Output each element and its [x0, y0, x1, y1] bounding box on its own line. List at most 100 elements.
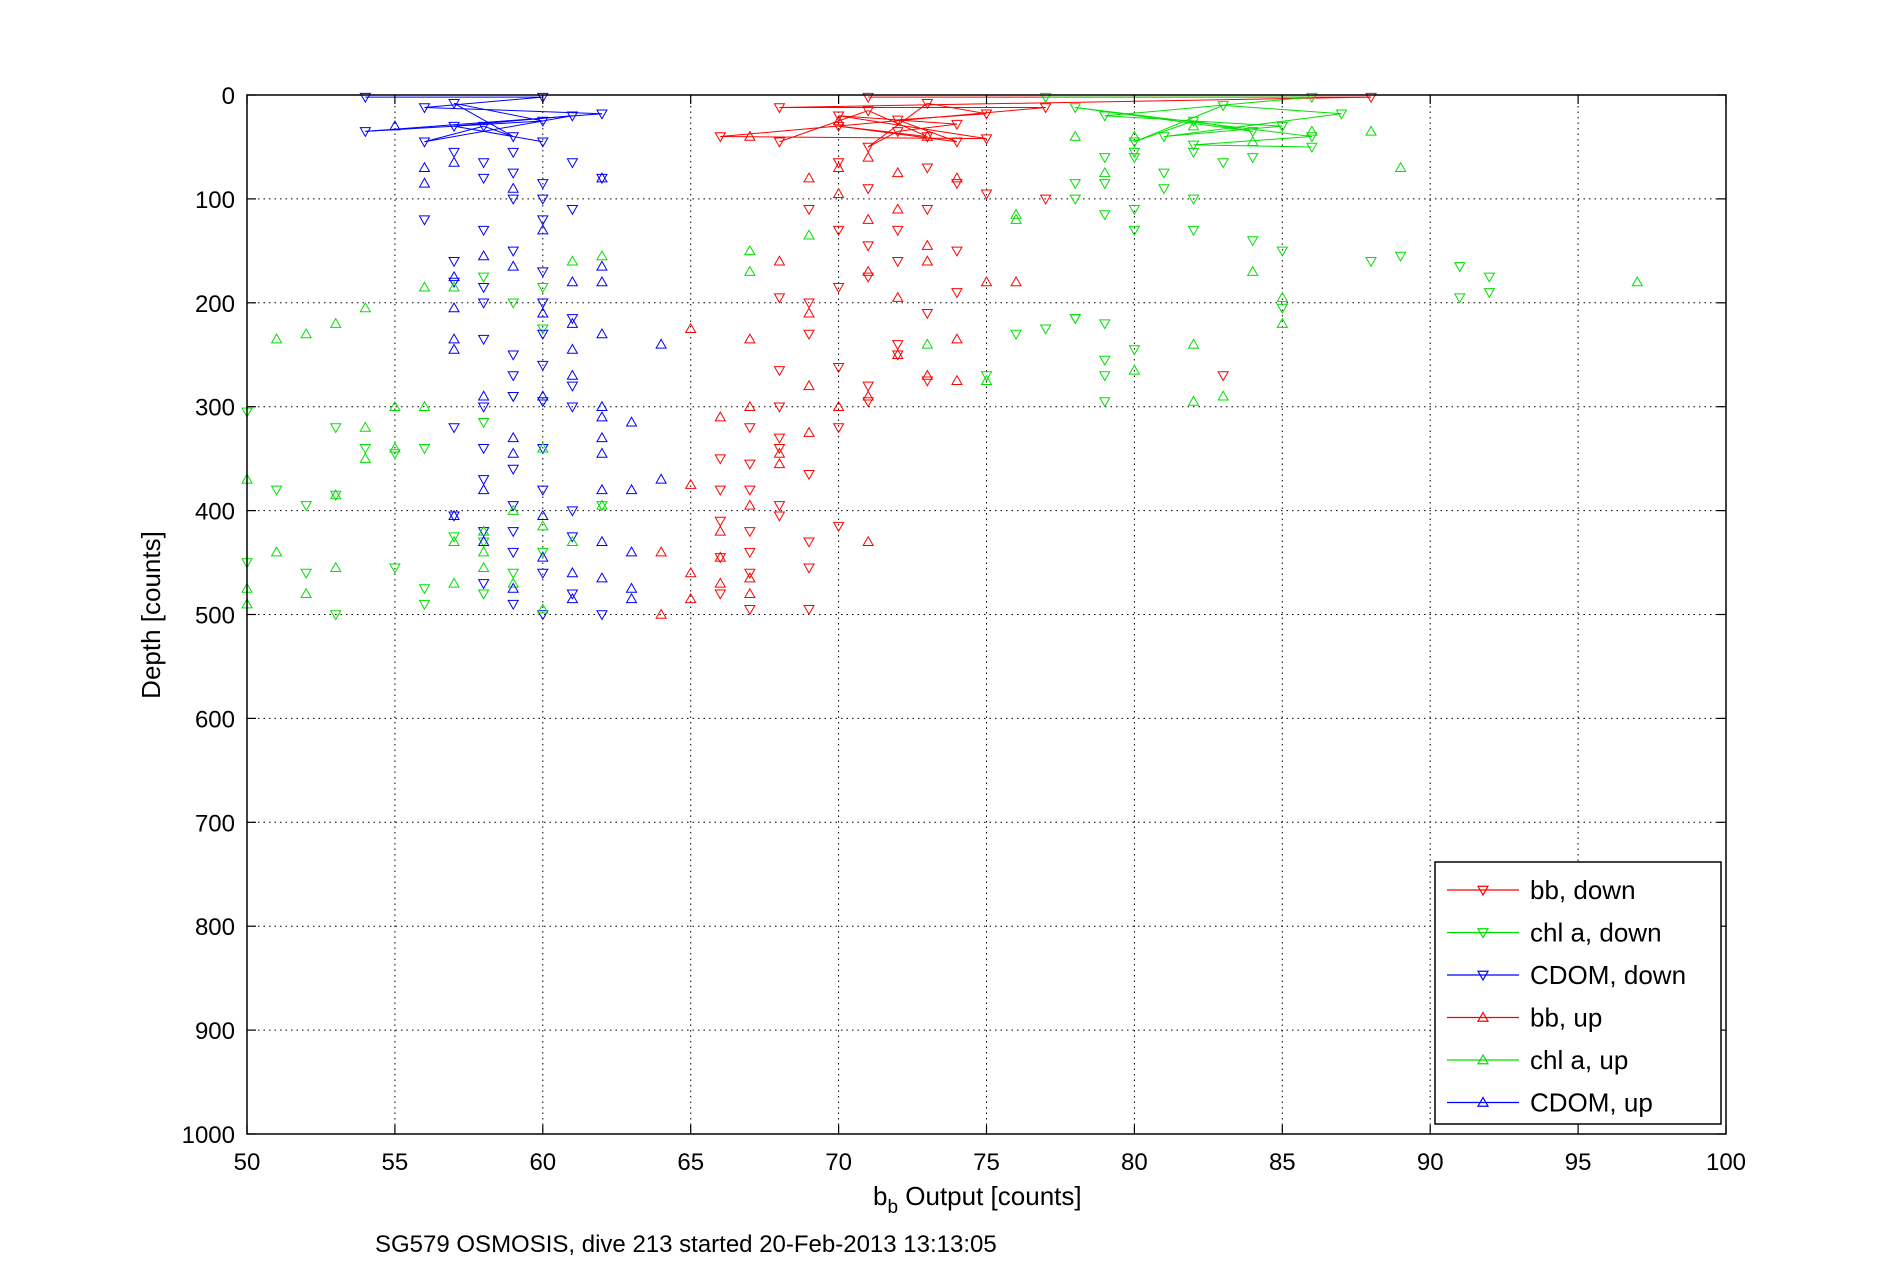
data-point — [507, 464, 520, 476]
data-point — [684, 566, 697, 578]
data-point — [743, 333, 756, 344]
x-tick-label: 100 — [1706, 1149, 1746, 1176]
data-point — [773, 255, 786, 266]
data-point — [507, 392, 520, 403]
data-point — [1187, 116, 1200, 127]
data-point — [1631, 276, 1644, 287]
data-point — [1453, 293, 1466, 304]
data-point — [389, 563, 401, 574]
data-point — [507, 501, 520, 512]
data-point — [418, 400, 431, 411]
data-point — [596, 411, 608, 422]
data-point — [477, 121, 490, 133]
data-point — [714, 553, 727, 564]
data-point — [921, 239, 934, 250]
data-point — [714, 577, 727, 588]
data-point — [1187, 194, 1200, 205]
data-point — [891, 348, 904, 359]
data-point — [536, 568, 549, 579]
data-point — [477, 535, 490, 547]
data-point — [832, 423, 845, 434]
data-point — [507, 582, 520, 593]
series-line-segment — [424, 96, 543, 108]
data-point — [743, 485, 756, 496]
y-tick-label: 900 — [195, 1018, 235, 1045]
data-point — [596, 572, 608, 583]
y-tick-label: 400 — [195, 499, 235, 526]
data-point — [566, 317, 579, 328]
data-point — [329, 490, 342, 502]
data-point — [1128, 153, 1141, 164]
data-point — [536, 324, 549, 335]
data-point — [418, 584, 431, 595]
data-point — [1187, 395, 1200, 406]
data-point — [1187, 338, 1200, 349]
data-point — [1306, 142, 1318, 153]
series-cdom-down — [359, 92, 608, 621]
y-tick-label: 300 — [195, 395, 235, 422]
series-line-segment — [454, 115, 573, 127]
data-point — [566, 111, 579, 122]
data-point — [684, 322, 697, 334]
data-point — [1306, 92, 1318, 104]
series-chl-a-up — [241, 120, 1644, 614]
data-point — [536, 282, 549, 294]
data-point — [803, 229, 815, 240]
data-point — [951, 246, 963, 257]
series-line-segment — [1163, 113, 1342, 138]
data-point — [507, 168, 520, 179]
data-point — [1276, 303, 1289, 315]
data-point — [566, 402, 579, 413]
data-point — [862, 142, 875, 153]
data-point — [536, 329, 549, 340]
data-point — [596, 400, 608, 411]
series-line-segment — [453, 125, 543, 143]
data-point — [980, 371, 993, 382]
data-point — [862, 92, 875, 104]
data-point — [951, 288, 963, 299]
data-point — [891, 225, 904, 237]
data-point — [803, 329, 815, 340]
data-point — [980, 374, 993, 385]
data-point — [507, 298, 520, 309]
data-point — [1128, 130, 1141, 141]
data-point — [1187, 120, 1200, 131]
series-line-segment — [1193, 136, 1312, 146]
data-point — [536, 224, 549, 235]
data-point — [832, 187, 845, 198]
data-point — [1365, 125, 1377, 136]
data-point — [329, 317, 342, 328]
ticks — [246, 94, 1727, 1135]
data-point — [1039, 194, 1052, 205]
data-point — [507, 527, 520, 538]
data-point — [300, 327, 313, 339]
data-point — [300, 568, 313, 579]
data-point — [1306, 125, 1318, 136]
data-point — [359, 421, 372, 432]
series-bb-up — [655, 114, 1022, 619]
y-tick-label: 500 — [195, 603, 235, 630]
data-point — [714, 589, 727, 600]
data-point — [921, 99, 934, 110]
data-point — [477, 298, 490, 309]
legend-marker — [1476, 1053, 1490, 1065]
data-point — [1010, 329, 1022, 340]
data-point — [566, 592, 579, 604]
data-point — [625, 483, 638, 495]
x-tick-label: 65 — [677, 1149, 704, 1176]
data-point — [270, 485, 283, 496]
data-point — [1069, 314, 1082, 325]
data-point — [566, 506, 579, 517]
series-line-segment — [453, 102, 514, 137]
x-tick-label: 95 — [1565, 1149, 1592, 1176]
data-point — [773, 103, 786, 114]
data-point — [566, 369, 579, 380]
data-point — [359, 92, 372, 104]
data-point — [418, 161, 431, 172]
data-point — [862, 151, 875, 162]
caption: SG579 OSMOSIS, dive 213 started 20-Feb-2… — [375, 1231, 997, 1258]
data-point — [714, 525, 727, 536]
data-point — [477, 546, 490, 557]
data-point — [625, 546, 638, 557]
data-point — [1483, 272, 1496, 283]
